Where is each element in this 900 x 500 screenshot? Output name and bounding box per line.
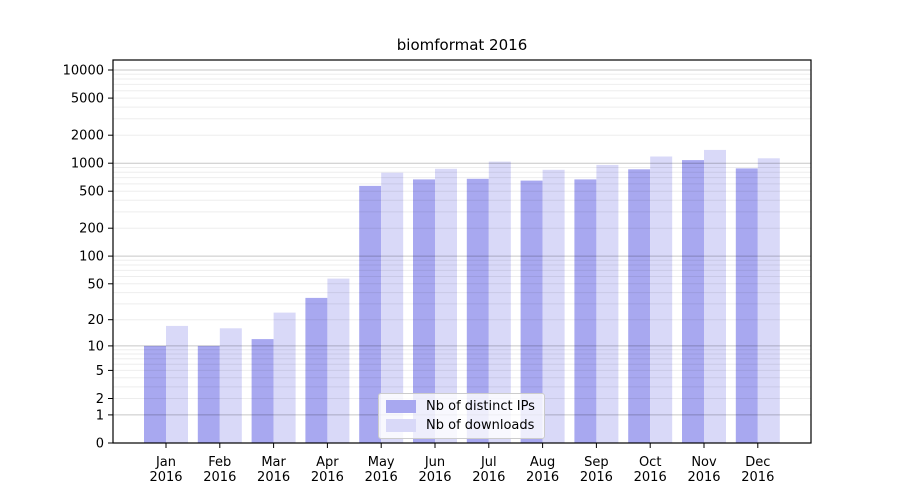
x-tick-label-month: Jun [424, 455, 445, 470]
x-tick-label-year: 2016 [634, 470, 667, 485]
x-tick-label-month: Apr [316, 455, 339, 470]
bar-downloads [757, 158, 780, 444]
legend-item-downloads: Nb of downloads [386, 418, 535, 433]
x-tick-label-year: 2016 [365, 470, 398, 485]
bar-distinct-ips [413, 179, 435, 443]
plot-box [112, 59, 812, 444]
x-tick-label-month: Jul [480, 455, 497, 470]
x-tick-label-year: 2016 [311, 470, 344, 485]
bar-downloads [650, 156, 673, 443]
bar-downloads [219, 328, 242, 443]
bar-downloads [542, 169, 565, 444]
bar-downloads [488, 161, 511, 443]
legend-swatch-downloads [386, 419, 416, 432]
bar-distinct-ips [305, 297, 328, 443]
bar-distinct-ips [197, 345, 220, 443]
y-tick-label: 50 [87, 277, 104, 292]
x-tick-label-year: 2016 [418, 470, 451, 485]
y-tick-label: 5 [96, 364, 104, 379]
x-tick-label-month: Mar [261, 455, 286, 470]
x-tick-label-year: 2016 [687, 470, 720, 485]
y-tick-label: 500 [79, 185, 104, 200]
x-tick-label-year: 2016 [257, 470, 290, 485]
bar-distinct-ips [520, 180, 543, 443]
bar-distinct-ips [735, 168, 758, 443]
legend-label-downloads: Nb of downloads [426, 418, 535, 433]
x-tick-label-year: 2016 [741, 470, 774, 485]
x-tick-label-month: Aug [530, 455, 555, 470]
bar-downloads [381, 172, 404, 443]
bar-downloads [166, 325, 188, 443]
x-tick-label-year: 2016 [526, 470, 559, 485]
x-tick-label-month: Nov [691, 455, 717, 470]
legend-item-distinct-ips: Nb of distinct IPs [386, 399, 535, 414]
bar-distinct-ips [466, 178, 489, 444]
y-tick-label: 0 [96, 437, 104, 452]
bar-distinct-ips [251, 339, 274, 443]
x-tick-label-month: Sep [584, 455, 609, 470]
bar-downloads [704, 149, 726, 443]
y-tick-label: 2 [96, 392, 104, 407]
bar-downloads [273, 312, 296, 443]
bar-distinct-ips [628, 169, 651, 444]
y-tick-label: 10000 [63, 64, 104, 79]
bar-downloads [596, 164, 619, 443]
y-tick-label: 1 [96, 408, 104, 423]
x-tick-label-month: Oct [639, 455, 661, 470]
x-tick-label-year: 2016 [580, 470, 613, 485]
y-tick-label: 20 [87, 313, 104, 328]
y-tick-label: 1000 [71, 157, 104, 172]
bar-distinct-ips [359, 185, 382, 443]
legend-swatch-distinct-ips [386, 400, 416, 413]
y-tick-label: 100 [79, 250, 104, 265]
y-tick-label: 2000 [71, 129, 104, 144]
bar-distinct-ips [574, 179, 597, 443]
bar-downloads [327, 278, 350, 443]
legend-label-distinct-ips: Nb of distinct IPs [426, 399, 535, 414]
x-tick-label-year: 2016 [203, 470, 236, 485]
x-tick-label-month: Feb [208, 455, 231, 470]
y-tick-label: 5000 [71, 92, 104, 107]
bar-downloads [435, 168, 457, 444]
chart-title: biomformat 2016 [396, 36, 528, 54]
bar-distinct-ips [144, 345, 166, 443]
x-tick-label-month: May [368, 455, 395, 470]
x-tick-label-year: 2016 [472, 470, 505, 485]
bar-distinct-ips [682, 160, 704, 443]
legend: Nb of distinct IPs Nb of downloads [378, 393, 545, 439]
x-tick-label-month: Jan [155, 455, 176, 470]
y-tick-label: 10 [87, 339, 104, 354]
y-tick-label: 200 [79, 222, 104, 237]
x-tick-label-month: Dec [745, 455, 770, 470]
x-tick-label-year: 2016 [149, 470, 182, 485]
